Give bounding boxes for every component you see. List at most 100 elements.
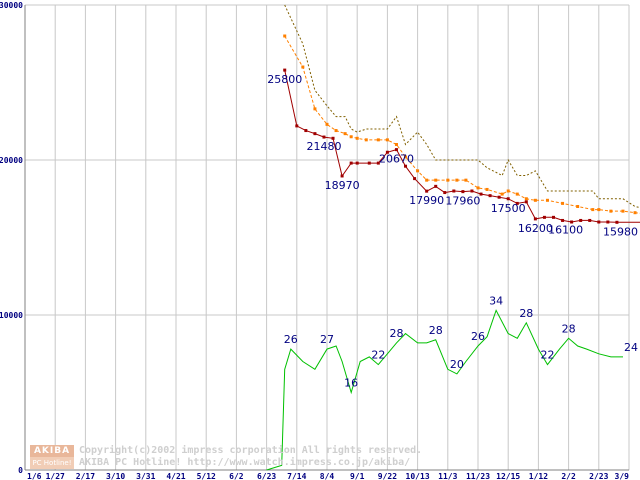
- point-marker: [313, 132, 317, 136]
- point-marker: [394, 148, 398, 152]
- point-marker: [331, 136, 335, 140]
- point-marker: [500, 192, 504, 196]
- x-tick-label: 4/21: [166, 472, 185, 480]
- data-label: 27: [320, 333, 334, 346]
- x-tick-label: 5/12: [197, 472, 216, 480]
- point-marker: [349, 161, 353, 165]
- point-marker: [476, 186, 480, 190]
- point-marker: [385, 138, 389, 142]
- x-tick-label: 12/15: [496, 472, 520, 480]
- point-marker: [579, 218, 583, 222]
- data-label: 20670: [379, 153, 414, 166]
- y-tick-label: 30000: [0, 1, 23, 10]
- x-axis-ticks: 1/6 1/27 2/17 3/10 3/31 4/21 5/12 6/2 6/23 7/14 8/…: [27, 472, 629, 480]
- point-marker: [542, 215, 546, 219]
- point-marker: [533, 217, 537, 221]
- data-label: 28: [519, 307, 533, 320]
- point-marker: [295, 124, 299, 128]
- y-tick-label: 10000: [0, 311, 23, 320]
- data-label: 17500: [491, 202, 526, 215]
- data-label: 26: [471, 330, 485, 343]
- point-marker: [443, 191, 447, 195]
- series-lines: [266, 4, 640, 471]
- data-label: 26: [284, 333, 298, 346]
- point-marker: [524, 200, 528, 204]
- point-marker: [322, 135, 326, 139]
- point-marker: [552, 215, 555, 219]
- data-label: 16200: [518, 222, 553, 235]
- data-label: 28: [562, 322, 576, 335]
- x-tick-label: 7/14: [287, 472, 306, 480]
- y-tick-label: 0: [18, 466, 23, 475]
- data-label: 25800: [267, 73, 302, 86]
- point-marker: [570, 220, 574, 224]
- point-marker: [416, 169, 420, 173]
- data-label: 22: [540, 349, 554, 362]
- point-marker: [515, 201, 519, 205]
- point-marker: [621, 209, 625, 213]
- point-marker: [283, 34, 287, 38]
- data-label: 21480: [306, 140, 341, 153]
- point-marker: [485, 187, 489, 191]
- point-marker: [597, 220, 601, 224]
- x-tick-label: 11/23: [466, 472, 490, 480]
- point-marker: [367, 161, 371, 165]
- data-label: 15980: [603, 225, 638, 238]
- point-marker: [606, 220, 610, 224]
- x-tick-label: 3/31: [136, 472, 155, 480]
- point-marker: [364, 138, 368, 142]
- point-marker: [343, 132, 347, 136]
- x-tick-label: 1/12: [529, 472, 548, 480]
- y-axis-ticks: 0 10000 20000 30000: [0, 1, 23, 475]
- akiba-logo-top: AKIBA: [30, 445, 74, 457]
- site-url-line: AKIBA PC Hotline! http://www.watch.impre…: [79, 457, 411, 468]
- point-marker: [313, 107, 317, 111]
- x-tick-label: 3/10: [106, 472, 125, 480]
- point-marker: [283, 68, 287, 72]
- data-label: 24: [624, 341, 638, 354]
- data-label: 28: [389, 327, 403, 340]
- point-marker: [434, 178, 438, 182]
- point-marker: [506, 189, 510, 193]
- point-marker: [425, 178, 429, 182]
- data-label: 17960: [445, 195, 480, 208]
- point-marker: [325, 122, 329, 126]
- x-tick-label: 2/23: [589, 472, 608, 480]
- point-marker: [470, 189, 474, 193]
- point-marker: [515, 192, 519, 196]
- data-label: 20: [450, 358, 464, 371]
- point-marker: [376, 161, 380, 165]
- akiba-logo: AKIBA PC Hotline!: [30, 445, 74, 469]
- point-marker: [413, 177, 417, 181]
- x-tick-label: 2/17: [76, 472, 95, 480]
- point-marker: [394, 143, 398, 146]
- point-marker: [340, 174, 344, 178]
- x-tick-label: 9/1: [350, 472, 365, 480]
- point-marker: [385, 150, 389, 154]
- x-tick-label: 3/9: [615, 472, 630, 480]
- x-tick-label: 11/3: [438, 472, 457, 480]
- data-label: 16: [344, 377, 358, 390]
- point-marker: [533, 198, 537, 202]
- point-marker: [609, 209, 613, 213]
- y-tick-label: 20000: [0, 156, 23, 165]
- point-marker: [452, 189, 456, 193]
- data-label: 22: [371, 349, 385, 362]
- point-marker: [506, 197, 510, 201]
- point-marker: [425, 189, 429, 193]
- point-marker: [301, 65, 305, 69]
- data-label: 28: [429, 324, 443, 337]
- series-line-price-upper: [284, 4, 640, 209]
- data-label: 34: [489, 294, 503, 307]
- point-marker: [349, 135, 353, 139]
- data-labels: 25800 21480 18970 20670 17990 17960 17500 16200…: [267, 73, 638, 389]
- point-marker: [633, 211, 637, 215]
- akiba-logo-bottom: PC Hotline!: [30, 457, 74, 469]
- copyright-text: Copyright(c)2002 impress corporation All…: [79, 445, 422, 469]
- point-marker: [479, 192, 483, 196]
- point-marker: [404, 155, 408, 159]
- point-marker: [304, 129, 308, 133]
- point-marker: [376, 138, 380, 142]
- point-marker: [464, 178, 468, 182]
